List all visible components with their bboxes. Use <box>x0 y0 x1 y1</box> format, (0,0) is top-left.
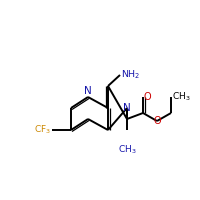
Text: CH$_3$: CH$_3$ <box>118 143 136 156</box>
Text: N: N <box>84 86 92 96</box>
Text: N: N <box>123 103 131 113</box>
Text: O: O <box>144 92 152 102</box>
Text: CF$_3$: CF$_3$ <box>34 124 51 136</box>
Text: CH$_3$: CH$_3$ <box>172 91 191 103</box>
Text: NH$_2$: NH$_2$ <box>121 69 140 81</box>
Text: O: O <box>153 116 161 126</box>
